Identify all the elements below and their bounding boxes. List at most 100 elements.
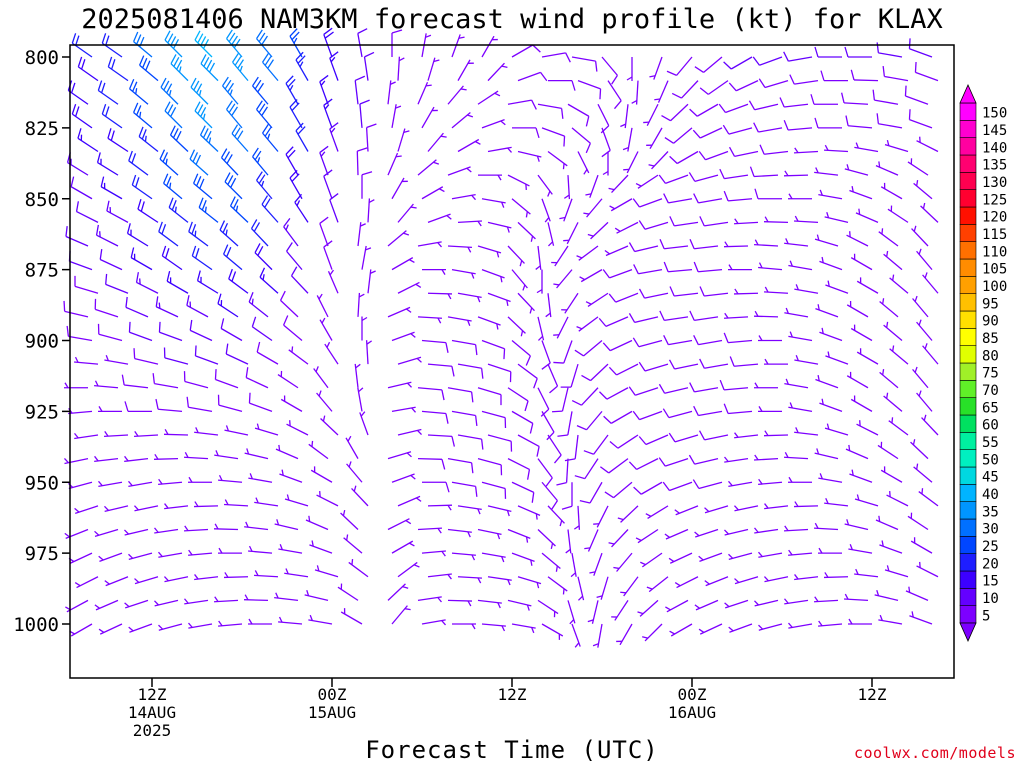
wind-barb (814, 522, 839, 531)
legend-label: 80 (982, 348, 999, 364)
wind-barb (567, 600, 576, 625)
wind-barb (367, 269, 376, 294)
y-tick-label: 850 (25, 189, 59, 211)
wind-barb (427, 213, 452, 223)
wind-barb (163, 347, 189, 365)
wind-barb (284, 568, 309, 578)
x-tick-label: 12Z (858, 685, 887, 704)
wind-barb (784, 307, 809, 318)
wind-barb (722, 124, 753, 135)
wind-barb (191, 245, 213, 271)
wind-barb (507, 458, 531, 480)
wind-barb (481, 339, 506, 360)
wind-barb (252, 76, 269, 105)
wind-barb (135, 272, 159, 294)
wind-barb (724, 456, 749, 463)
wind-barb (310, 466, 333, 483)
wind-barb (417, 81, 432, 105)
wind-barb (284, 494, 309, 507)
wind-barb (551, 245, 569, 267)
wind-barb (184, 525, 209, 532)
wind-barb (663, 193, 693, 204)
wind-barb (642, 623, 663, 642)
legend-swatch (959, 206, 977, 225)
wind-barb (727, 480, 753, 488)
wind-barb (577, 576, 585, 601)
wind-barb (224, 425, 249, 436)
wind-barb (547, 576, 568, 595)
wind-barb (64, 528, 89, 539)
wind-barb (824, 212, 849, 224)
wind-barb (599, 387, 629, 400)
wind-barb (922, 343, 939, 365)
wind-barb (289, 28, 303, 58)
wind-barb (507, 316, 526, 337)
wind-barb (611, 600, 629, 621)
wind-barb (878, 614, 903, 625)
wind-barb (883, 392, 903, 412)
wind-barb (285, 146, 299, 176)
wind-barb (225, 343, 249, 365)
wind-barb (916, 561, 939, 578)
wind-barb (100, 176, 123, 200)
legend-swatch (959, 570, 977, 589)
wind-barb (481, 35, 498, 58)
wind-barb (638, 288, 669, 299)
wind-barb (916, 390, 933, 412)
wind-barb (553, 340, 573, 364)
wind-barb (576, 316, 599, 332)
wind-barb (224, 499, 249, 507)
wind-barb (658, 383, 689, 394)
wind-barb (487, 62, 508, 82)
wind-barb (537, 529, 556, 550)
wind-barb (632, 198, 663, 208)
wind-barb (754, 454, 779, 461)
wind-barb (724, 599, 749, 609)
wind-barb (422, 481, 450, 493)
wind-barb (663, 335, 693, 346)
wind-barb (194, 345, 219, 365)
wind-barb (340, 608, 363, 625)
wind-barb (283, 217, 299, 247)
wind-barb (346, 461, 363, 483)
wind-barb (794, 427, 819, 436)
wind-barb (361, 171, 373, 199)
wind-barb (274, 519, 299, 531)
wind-barb (728, 264, 752, 271)
wind-barb (784, 238, 809, 247)
wind-barb (587, 221, 609, 240)
wind-barb (248, 545, 273, 554)
wind-barb (391, 104, 402, 128)
wind-barb (427, 132, 447, 152)
legend-label: 55 (982, 435, 999, 451)
wind-barb (357, 292, 365, 317)
wind-barb (319, 145, 329, 176)
wind-barb (758, 78, 789, 89)
wind-barb (447, 528, 472, 538)
legend-label: 95 (982, 296, 999, 312)
wind-barb (882, 66, 909, 82)
wind-barb (387, 80, 396, 105)
wind-barb (104, 505, 129, 513)
wind-barb (359, 411, 369, 436)
wind-barb (457, 292, 482, 303)
wind-barb (314, 565, 339, 578)
wind-barb (916, 248, 933, 271)
wind-barb (451, 481, 478, 497)
wind-barb (818, 620, 843, 627)
wind-barb (541, 198, 551, 223)
wind-barb (319, 216, 329, 247)
wind-barb (98, 623, 123, 635)
wind-barb (694, 56, 723, 73)
wind-barb (574, 458, 599, 480)
wind-barb (511, 623, 536, 634)
wind-barb (105, 273, 129, 294)
wind-barb (213, 523, 239, 531)
wind-barb (186, 295, 209, 318)
y-tick-label: 950 (25, 472, 59, 494)
wind-barb (758, 335, 782, 342)
wind-barb (169, 125, 189, 152)
wind-barb (880, 182, 903, 200)
wind-barb (289, 169, 303, 200)
wind-barb (164, 503, 189, 510)
